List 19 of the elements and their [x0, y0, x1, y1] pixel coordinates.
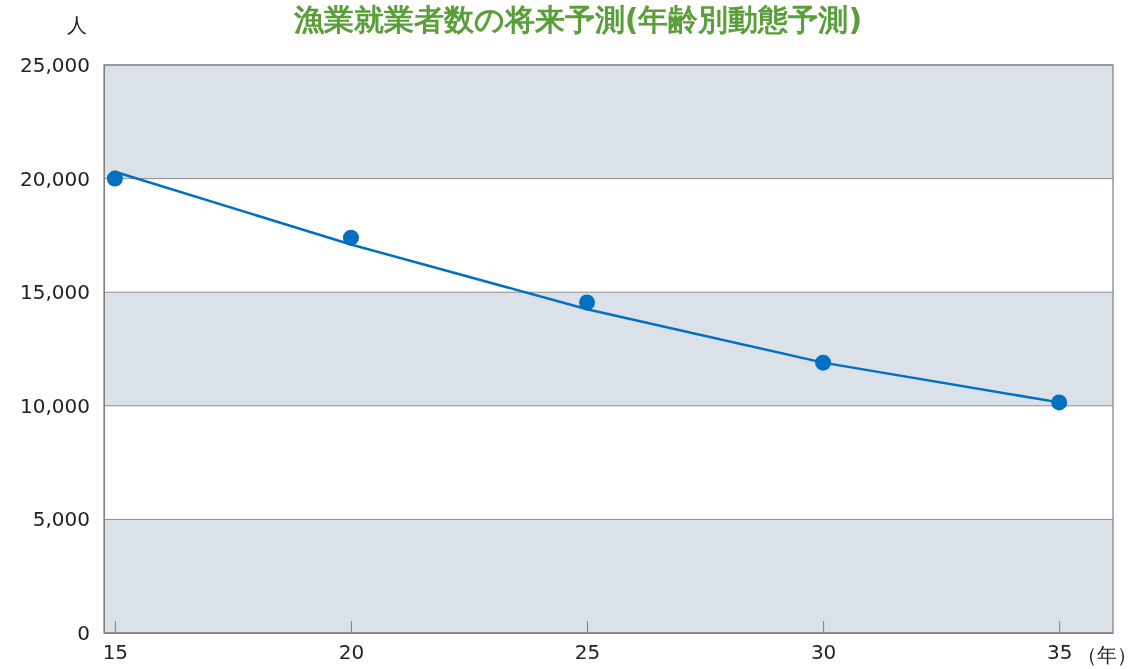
- y-tick-label: 15,000: [20, 280, 90, 305]
- y-tick-label: 0: [77, 620, 90, 645]
- y-tick-label: 5,000: [32, 507, 90, 532]
- chart-title: 漁業就業者数の将来予測(年齢別動態予測): [292, 2, 863, 37]
- point: [579, 294, 596, 311]
- x-tick-label: 15: [102, 640, 129, 664]
- x-tick-label: 35: [1046, 640, 1073, 664]
- point: [342, 229, 359, 246]
- y-tick-label: 20,000: [20, 166, 90, 191]
- x-tick-label: 20: [338, 640, 365, 664]
- y-tick-label: 25,000: [20, 52, 90, 77]
- y-tick-label: 10,000: [20, 393, 90, 418]
- point: [815, 354, 832, 371]
- x-axis-title: （年）: [1077, 643, 1131, 667]
- point: [1051, 394, 1068, 411]
- x-tick-label: 30: [810, 640, 837, 664]
- x-tick-label: 25: [574, 640, 601, 664]
- y-axis-title: 人: [67, 13, 87, 37]
- point: [106, 170, 123, 187]
